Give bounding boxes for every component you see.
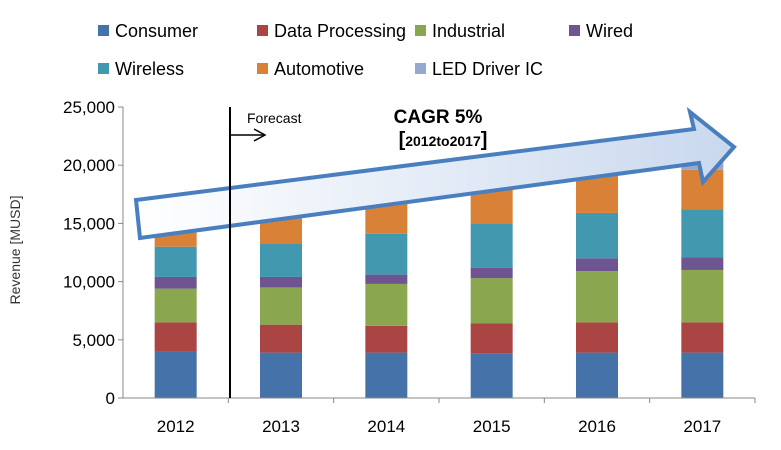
bar-segment-consumer [260, 352, 302, 398]
bar-segment-wireless [154, 246, 197, 277]
bar-segment-automotive [576, 174, 618, 213]
y-tick-label: 5,000 [72, 331, 115, 350]
legend-swatch [98, 25, 109, 36]
legend-swatch [98, 63, 109, 74]
bar-segment-data-processing [154, 322, 197, 352]
y-tick-label: 15,000 [63, 214, 115, 233]
legend-swatch [257, 63, 268, 74]
bar-segment-wired [154, 276, 197, 289]
bar-segment-industrial [260, 287, 302, 325]
bar-segment-wireless [365, 233, 408, 275]
legend-swatch [257, 25, 268, 36]
bar-segment-industrial [576, 271, 618, 323]
bar-segment-wired [365, 274, 408, 284]
bar-segment-consumer [154, 351, 197, 398]
x-tick-label: 2013 [262, 417, 300, 436]
bar-segment-data-processing [260, 324, 302, 353]
legend-label: Data Processing [274, 21, 406, 41]
bar-segment-wired [681, 257, 724, 270]
bar-segment-consumer [470, 353, 513, 398]
bar-segment-wireless [576, 212, 618, 259]
y-axis-ticks: 0 5,000 10,000 15,000 20,000 25,000 [63, 98, 123, 408]
y-axis-label: Revenue [MUSD] [7, 196, 23, 305]
bar-segment-wireless [681, 209, 724, 258]
x-axis-ticks: 2012 2013 2014 2015 2016 2017 [157, 398, 756, 436]
y-tick-label: 10,000 [63, 273, 115, 292]
x-tick-label: 2017 [683, 417, 721, 436]
bar-segment-industrial [470, 278, 513, 324]
cagr-arrow [133, 106, 737, 241]
x-tick-label: 2014 [367, 417, 405, 436]
legend-swatch [415, 25, 426, 36]
forecast-label: Forecast [247, 110, 302, 126]
bar-segment-wired [470, 267, 513, 279]
forecast-arrow-icon [231, 128, 267, 142]
bar-segment-data-processing [470, 323, 513, 354]
bar-segment-data-processing [365, 325, 408, 353]
bar-segment-consumer [681, 352, 724, 398]
legend-swatch [415, 63, 426, 74]
cagr-bracket-close: ] [481, 129, 488, 151]
bar-segment-data-processing [681, 322, 724, 353]
cagr-period-text: 2012to2017 [405, 133, 481, 149]
x-tick-label: 2012 [157, 417, 195, 436]
legend-label: Automotive [274, 59, 364, 79]
cagr-arrow-shape [133, 106, 737, 241]
legend-label: Consumer [115, 21, 198, 41]
bar-segment-wireless [470, 223, 513, 268]
legend-label: Wireless [115, 59, 184, 79]
legend-label: Industrial [432, 21, 505, 41]
legend-label: Wired [586, 21, 633, 41]
bar-segment-wireless [260, 243, 302, 277]
bar-segment-wired [576, 258, 618, 272]
bar-segment-consumer [576, 352, 618, 398]
y-tick-label: 25,000 [63, 98, 115, 117]
legend-swatch [569, 25, 580, 36]
legend: Consumer Data Processing Industrial Wired Wi… [98, 21, 633, 79]
bar-segment-consumer [365, 352, 408, 398]
bar-segment-industrial [365, 283, 408, 326]
y-tick-label: 0 [106, 389, 115, 408]
legend-label: LED Driver IC [432, 59, 543, 79]
cagr-title: CAGR 5% [394, 107, 483, 128]
cagr-period: [2012to2017] [399, 129, 488, 151]
x-tick-label: 2016 [578, 417, 616, 436]
bar-segment-industrial [154, 288, 197, 323]
bar-segment-wired [260, 276, 302, 288]
bar-segment-industrial [681, 269, 724, 323]
cagr-bracket-open: [ [399, 129, 406, 151]
y-tick-label: 20,000 [63, 156, 115, 175]
x-tick-label: 2015 [473, 417, 511, 436]
bar-segment-data-processing [576, 322, 618, 353]
